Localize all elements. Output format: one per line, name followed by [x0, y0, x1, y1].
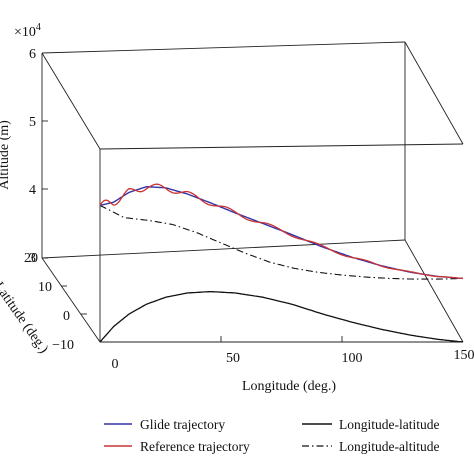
y-tick-label: −10: [52, 338, 74, 353]
longitude-latitude-line: [99, 290, 464, 343]
z-tick-label: 3: [29, 251, 36, 266]
legend-label-reference: Reference trajectory: [140, 439, 250, 454]
box-top-right-depth-edge: [404, 41, 464, 145]
legend-label-lonalt: Longitude-altitude: [339, 439, 439, 454]
x-tick-label: 50: [226, 351, 240, 366]
legend-label-glide: Glide trajectory: [140, 417, 225, 432]
series-group: [99, 183, 464, 343]
box-back-top-edge: [41, 41, 406, 54]
box-bottom-left-depth-edge: [41, 257, 101, 343]
reference-trajectory-line: [99, 183, 464, 280]
tick-marks: [42, 120, 343, 343]
y-tick-label: 20: [24, 251, 38, 266]
z-axis-label: Altitude (m): [0, 120, 12, 190]
x-tick-label: 100: [342, 351, 363, 366]
y-tick-label: 0: [63, 309, 70, 324]
legend-label-lonlat: Longitude-latitude: [339, 417, 439, 432]
z-tick-label: 4: [29, 183, 36, 198]
z-tick-label: 6: [29, 47, 36, 62]
x-axis-label: Longitude (deg.): [242, 379, 336, 394]
plot-box: [41, 41, 464, 343]
longitude-altitude-line: [99, 204, 464, 280]
x-tick-label: 150: [454, 348, 474, 363]
box-top-left-depth-edge: [41, 52, 101, 150]
x-tick-label: 0: [112, 357, 119, 372]
box-back-bottom-edge: [41, 239, 406, 259]
y-tick-label: 10: [38, 280, 52, 295]
legend: Glide trajectory Reference trajectory Lo…: [104, 417, 439, 454]
z-multiplier-label: ×104: [14, 22, 41, 40]
box-bottom-right-depth-edge: [404, 239, 464, 343]
box-front-top-edge: [99, 143, 464, 150]
z-tick-label: 5: [29, 115, 36, 130]
